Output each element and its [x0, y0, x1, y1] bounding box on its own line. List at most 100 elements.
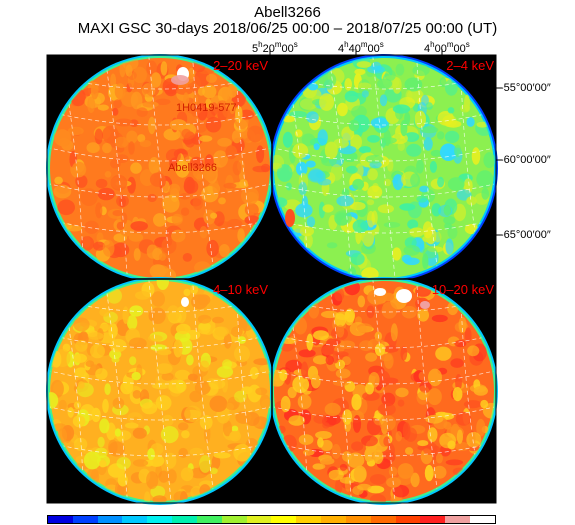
- intensity-blob: [357, 483, 372, 491]
- intensity-blob: [237, 228, 245, 243]
- intensity-blob: [147, 334, 163, 342]
- intensity-blob: [313, 143, 320, 151]
- intensity-blob: [182, 92, 190, 108]
- intensity-blob: [234, 390, 247, 403]
- intensity-blob: [312, 355, 329, 365]
- intensity-blob: [483, 152, 495, 169]
- intensity-blob: [256, 145, 265, 163]
- intensity-blob: [54, 129, 71, 147]
- intensity-blob: [382, 377, 399, 385]
- intensity-blob: [148, 116, 156, 135]
- band-label-2-20kev: 2–20 keV: [213, 58, 268, 73]
- intensity-blob: [176, 323, 191, 335]
- intensity-blob: [439, 143, 457, 161]
- intensity-blob: [312, 463, 326, 470]
- intensity-blob: [193, 121, 208, 133]
- intensity-blob: [75, 340, 88, 352]
- intensity-blob: [127, 412, 143, 424]
- intensity-blob: [199, 135, 213, 142]
- intensity-blob: [223, 333, 232, 349]
- intensity-blob: [199, 226, 208, 239]
- intensity-blob: [454, 144, 462, 157]
- intensity-blob: [328, 469, 344, 481]
- intensity-blob: [218, 197, 226, 205]
- intensity-blob: [214, 326, 229, 337]
- intensity-blob: [399, 203, 416, 211]
- intensity-blob: [122, 306, 129, 324]
- intensity-blob: [288, 415, 306, 426]
- intensity-blob: [156, 280, 170, 291]
- colorbar-swatch: [221, 516, 247, 523]
- intensity-blob: [443, 204, 451, 216]
- intensity-blob: [367, 485, 385, 494]
- intensity-blob: [450, 358, 464, 368]
- intensity-blob: [324, 402, 341, 416]
- intensity-blob: [352, 178, 365, 190]
- intensity-blob: [282, 115, 296, 123]
- intensity-blob: [326, 242, 338, 249]
- intensity-blob: [168, 379, 187, 394]
- intensity-blob: [471, 147, 481, 165]
- intensity-blob: [292, 375, 310, 393]
- intensity-blob: [184, 405, 202, 422]
- intensity-blob: [273, 162, 283, 170]
- source-spot: [374, 288, 386, 296]
- intensity-blob: [106, 288, 123, 304]
- intensity-blob: [168, 183, 181, 195]
- intensity-blob: [171, 229, 186, 243]
- intensity-blob: [467, 345, 480, 357]
- intensity-blob: [356, 323, 373, 333]
- intensity-blob: [377, 403, 396, 416]
- intensity-blob: [344, 90, 359, 103]
- intensity-blob: [150, 485, 166, 499]
- grid-line: [273, 362, 495, 385]
- intensity-blob: [348, 119, 360, 132]
- intensity-blob: [444, 222, 452, 230]
- intensity-blob: [320, 439, 333, 452]
- intensity-blob: [403, 245, 421, 256]
- intensity-pattern: [273, 57, 495, 279]
- intensity-blob: [481, 187, 490, 200]
- intensity-blob: [476, 418, 486, 437]
- intensity-blob: [424, 464, 434, 482]
- intensity-blob: [333, 138, 349, 149]
- intensity-blob: [301, 133, 316, 147]
- intensity-blob: [409, 227, 424, 237]
- intensity-blob: [162, 194, 180, 213]
- intensity-blob: [287, 386, 297, 399]
- intensity-blob: [417, 308, 429, 322]
- intensity-blob: [95, 368, 108, 380]
- intensity-blob: [313, 414, 328, 424]
- intensity-blob: [335, 478, 343, 495]
- intensity-blob: [111, 356, 120, 363]
- intensity-blob: [113, 99, 122, 109]
- intensity-blob: [365, 352, 378, 362]
- intensity-blob: [223, 182, 237, 189]
- intensity-blob: [350, 201, 366, 211]
- intensity-blob: [190, 284, 199, 295]
- intensity-blob: [116, 221, 125, 231]
- intensity-blob: [167, 469, 177, 484]
- colorbar-swatch: [97, 516, 123, 523]
- intensity-blob: [425, 102, 433, 110]
- intensity-blob: [194, 380, 211, 395]
- intensity-blob: [84, 220, 99, 234]
- colorbar-swatch: [321, 516, 346, 523]
- intensity-blob: [445, 459, 464, 466]
- intensity-blob: [158, 253, 166, 261]
- intensity-blob: [114, 118, 133, 127]
- intensity-blob: [117, 482, 128, 497]
- intensity-blob: [352, 415, 362, 433]
- intensity-blob: [392, 484, 410, 498]
- intensity-blob: [318, 201, 326, 219]
- intensity-blob: [95, 202, 103, 219]
- intensity-blob: [205, 98, 212, 109]
- intensity-blob: [437, 131, 445, 140]
- intensity-blob: [367, 168, 378, 181]
- intensity-blob: [127, 72, 135, 88]
- intensity-blob: [334, 313, 347, 327]
- intensity-blob: [164, 452, 177, 469]
- grid-line: [145, 280, 175, 502]
- intensity-blob: [416, 391, 430, 405]
